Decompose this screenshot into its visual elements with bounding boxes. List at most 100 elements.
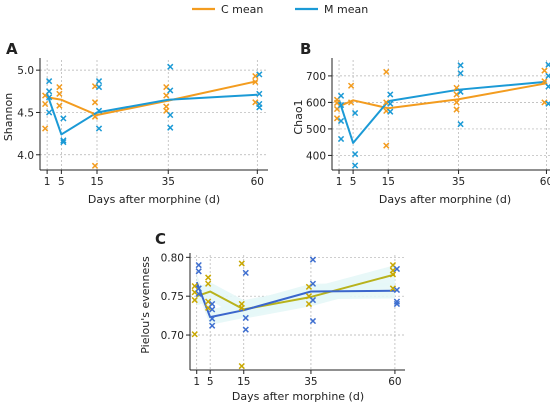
panel-a-ylabel: Shannon — [2, 93, 15, 141]
panel-b-xtick-label-1: 1 — [336, 176, 343, 188]
panel-c-point-m-13 — [309, 280, 317, 287]
panel-b-line-c-mean — [338, 82, 547, 110]
panel-a-point-c-11 — [163, 103, 170, 110]
panel-b-point-m-16 — [545, 72, 550, 80]
panel-b-ytick-label-0: 400 — [306, 150, 326, 162]
panel-b: B Chao1 Days after morphine (d) 1 5 15 35 60… — [292, 40, 550, 206]
panel-a-axes — [39, 58, 268, 171]
panel-c-point-m-5 — [209, 315, 216, 322]
panel-a-xtick-label-5: 5 — [58, 176, 65, 188]
panel-a-ytick-label-2: 5.0 — [17, 65, 34, 77]
panel-a-point-m-13 — [167, 87, 174, 94]
panel-a-grid — [40, 60, 268, 170]
panel-a-xtick-label-1: 1 — [44, 176, 51, 188]
panel-c-point-m-12 — [309, 296, 317, 304]
panel-a-point-m-1 — [45, 94, 53, 101]
panel-b-point-m-12 — [457, 70, 464, 77]
panel-a-xtick-label-60: 60 — [251, 176, 264, 188]
panel-c-point-m-4 — [209, 322, 216, 329]
panel-a-point-m-16 — [256, 100, 263, 108]
panel-c-points — [191, 256, 401, 370]
panel-a-lines — [46, 80, 258, 136]
panel-c-xtick-label-35: 35 — [304, 376, 317, 388]
panel-a-point-c-4 — [56, 90, 63, 97]
panel-a-point-m-17 — [256, 90, 263, 97]
panel-a-xlabel: Days after morphine (d) — [88, 193, 220, 206]
panel-c-xtick-label-1: 1 — [193, 376, 200, 388]
panel-c-point-m-0 — [195, 290, 202, 297]
panel-a-point-m-5 — [60, 137, 67, 144]
panel-b-point-m-3 — [337, 92, 345, 99]
panel-b-axes — [331, 58, 550, 171]
panel-b-line-m-mean — [338, 80, 547, 144]
panel-a-point-m-10 — [95, 78, 103, 85]
panel-a-ytick-label-1: 4.5 — [17, 107, 34, 119]
panel-a-ytick-label-0: 4.0 — [17, 150, 34, 162]
panel-a-line-c-mean — [46, 80, 258, 116]
panel-b-point-m-8 — [387, 100, 394, 107]
legend-label-m-mean: M mean — [324, 3, 368, 16]
panel-a-point-c-6 — [91, 162, 99, 169]
legend: C mean M mean — [192, 3, 368, 16]
panel-letter-c: C — [155, 230, 166, 248]
panel-b-point-m-6 — [351, 109, 359, 117]
panel-c-xtick-label-60: 60 — [388, 376, 401, 388]
panel-b-point-m-1 — [337, 117, 345, 125]
panel-a: A Shannon Days after morphine (d) 1 5 15 35… — [2, 40, 268, 206]
panel-b-point-c-10 — [453, 106, 460, 113]
panel-b-point-m-15 — [545, 83, 550, 90]
panel-c-point-m-6 — [209, 306, 216, 313]
panel-b-point-c-5 — [347, 82, 355, 89]
panel-c-point-m-2 — [195, 268, 202, 275]
panel-c-point-m-17 — [393, 286, 401, 294]
panel-b-point-m-2 — [337, 101, 345, 109]
panel-a-xtick-label-35: 35 — [162, 176, 175, 188]
panel-b-point-m-7 — [387, 108, 394, 115]
panel-b-point-m-13 — [457, 62, 464, 69]
panel-c-point-m-1 — [195, 285, 202, 292]
panel-a-point-m-7 — [95, 125, 103, 132]
panel-c-ytick-label-1: 0.75 — [161, 291, 184, 303]
panel-c-point-m-18 — [393, 265, 401, 273]
panel-b-point-c-0 — [333, 115, 341, 122]
panel-b-point-c-4 — [347, 99, 355, 106]
panel-c-point-c-11 — [238, 260, 245, 267]
panel-b-point-m-11 — [457, 88, 464, 95]
panel-b-point-m-0 — [337, 135, 345, 143]
panel-c-point-c-5 — [205, 298, 212, 305]
panel-b-ytick-label-1: 500 — [306, 124, 326, 136]
panel-b-xtick-label-60: 60 — [540, 176, 550, 188]
panel-a-point-c-8 — [91, 99, 99, 106]
panel-b-point-c-15 — [541, 78, 548, 85]
panel-c-point-m-10 — [242, 269, 249, 277]
panel-a-point-m-6 — [60, 115, 67, 122]
panel-b-point-c-14 — [541, 99, 548, 106]
panel-c-point-c-10 — [238, 300, 245, 308]
panel-c-point-m-14 — [309, 256, 317, 263]
panel-b-points — [333, 61, 550, 169]
panel-c-point-c-17 — [389, 267, 397, 274]
panel-c-point-m-9 — [242, 314, 249, 322]
panel-letter-b: B — [300, 40, 311, 58]
panel-a-point-m-14 — [167, 63, 174, 70]
panel-b-xtick-label-15: 15 — [382, 176, 395, 188]
panel-c-point-m-7 — [209, 300, 216, 308]
panel-a-point-c-12 — [163, 92, 170, 99]
panel-b-point-m-14 — [545, 100, 550, 107]
panel-a-point-c-0 — [41, 125, 49, 132]
panel-a-point-m-8 — [95, 107, 103, 114]
panel-b-point-c-9 — [383, 68, 390, 76]
panel-c-axes — [189, 253, 405, 371]
panel-a-point-m-0 — [45, 109, 53, 116]
panel-b-ytick-label-2: 600 — [306, 97, 326, 109]
panel-a-ticks: 1 5 15 35 60 4.0 4.5 5.0 — [17, 65, 264, 188]
panel-b-xlabel: Days after morphine (d) — [379, 193, 511, 206]
panel-c-point-m-15 — [393, 300, 401, 308]
panel-b-point-m-4 — [351, 162, 359, 169]
legend-label-c-mean: C mean — [221, 3, 263, 16]
panel-a-point-c-14 — [252, 99, 259, 106]
panel-c-ticks: 1 5 15 35 60 0.70 0.75 0.80 — [161, 252, 402, 388]
panel-c-point-c-3 — [191, 282, 198, 290]
panel-b-point-m-17 — [545, 61, 550, 68]
